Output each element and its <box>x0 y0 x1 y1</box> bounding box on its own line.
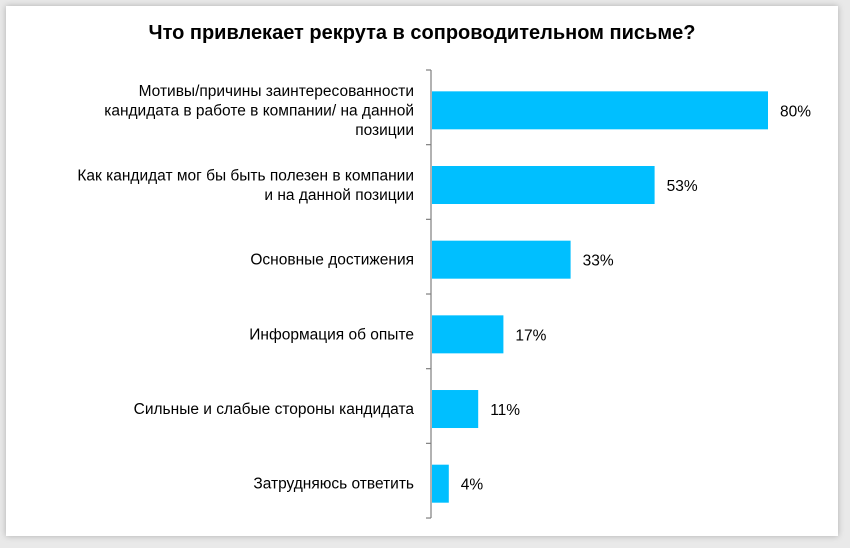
data-label-6: 4% <box>461 477 484 494</box>
bar-6 <box>432 464 449 503</box>
data-label-3: 33% <box>583 253 614 270</box>
data-label-5: 11% <box>490 402 520 419</box>
category-label-4-line-1: Информация об опыте <box>249 326 414 343</box>
category-label-1-line-3: позиции <box>355 122 414 139</box>
bar-3 <box>432 240 571 279</box>
category-label-2-line-1: Как кандидат мог бы быть полезен в компа… <box>77 167 414 184</box>
chart-title: Что привлекает рекрута в сопроводительно… <box>148 22 696 44</box>
category-label-3-line-1: Основные достижения <box>250 252 414 269</box>
category-label-2-line-2: и на данной позиции <box>264 187 414 204</box>
bar-5 <box>432 390 479 429</box>
category-label-5-line-1: Сильные и слабые стороны кандидата <box>134 401 415 418</box>
data-label-4: 17% <box>515 327 546 344</box>
data-label-1: 80% <box>780 103 811 120</box>
bar-2 <box>432 166 655 205</box>
category-label-1-line-1: Мотивы/причины заинтересованности <box>139 83 414 100</box>
category-label-1-line-2: кандидата в работе в компании/ на данной <box>104 102 414 119</box>
bar-1 <box>432 91 768 130</box>
bar-4 <box>432 315 504 354</box>
data-label-2: 53% <box>667 178 698 195</box>
category-label-6-line-1: Затрудняюсь ответить <box>253 476 414 493</box>
